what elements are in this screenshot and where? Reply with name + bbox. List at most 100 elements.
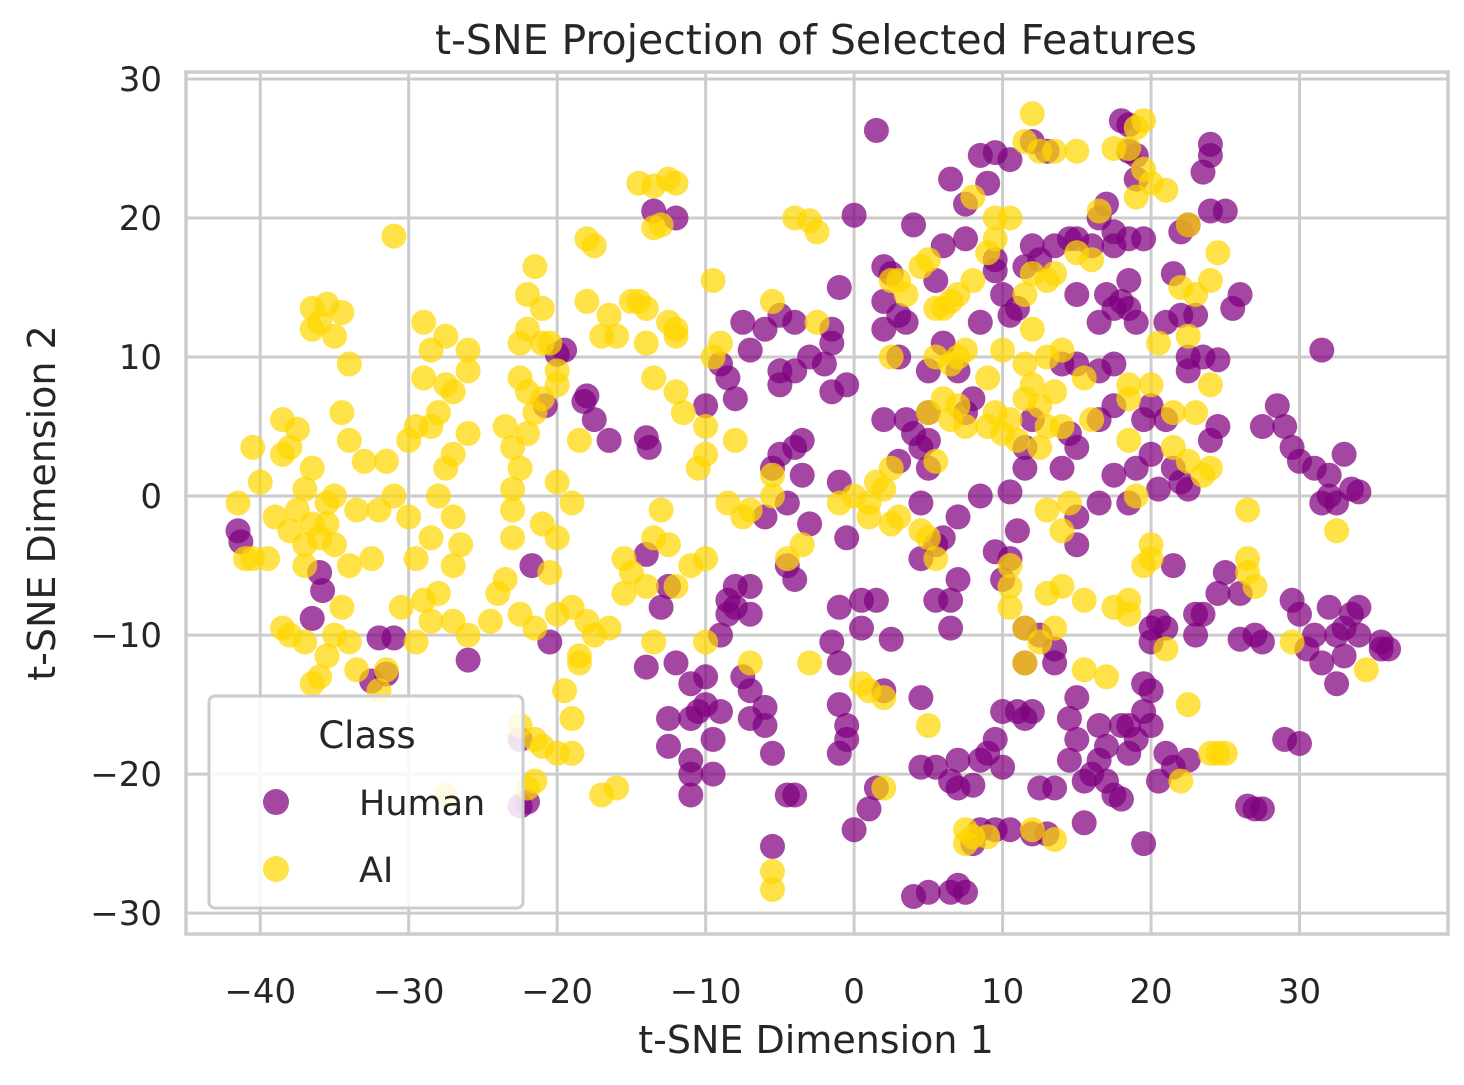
point-human: [1056, 706, 1082, 731]
point-ai: [1042, 827, 1068, 852]
y-axis-ticks: −30 −20 −10 0 10 20 30: [90, 60, 162, 934]
point-human: [938, 615, 964, 641]
point-human: [700, 726, 726, 752]
point-human: [730, 309, 756, 335]
point-human: [834, 525, 860, 551]
point-ai: [730, 504, 756, 530]
legend: Class Human AI: [207, 694, 525, 910]
point-human: [953, 226, 978, 252]
point-ai: [804, 219, 830, 245]
point-human: [938, 166, 964, 192]
point-ai: [1168, 768, 1194, 794]
point-human: [648, 594, 674, 620]
point-human: [878, 626, 904, 652]
plot-frame: [184, 70, 1450, 936]
point-ai: [381, 223, 407, 249]
point-human: [1049, 455, 1075, 481]
point-human: [901, 884, 926, 909]
point-human: [1146, 476, 1171, 502]
point-ai: [433, 372, 459, 398]
point-ai: [878, 344, 904, 370]
point-human: [1153, 309, 1179, 335]
point-ai: [425, 580, 451, 606]
legend-box: [207, 694, 525, 910]
point-human: [1019, 233, 1045, 259]
point-ai: [693, 629, 719, 655]
point-ai: [1079, 407, 1105, 433]
point-human: [693, 664, 719, 690]
point-human: [863, 117, 889, 143]
point-ai: [344, 657, 370, 683]
point-human: [782, 567, 808, 592]
point-human: [1086, 713, 1112, 738]
point-ai: [1094, 664, 1119, 690]
point-ai: [566, 650, 592, 676]
point-human: [908, 490, 934, 516]
point-ai: [329, 300, 355, 325]
point-human: [1205, 580, 1231, 606]
x-tick-label: −30: [373, 972, 445, 1012]
point-human: [1368, 636, 1394, 662]
point-ai: [641, 215, 667, 241]
point-human: [1175, 747, 1201, 773]
point-human: [1138, 678, 1164, 704]
point-human: [938, 587, 964, 613]
point-ai: [1071, 365, 1097, 391]
point-human: [1205, 414, 1231, 439]
point-ai: [566, 427, 592, 453]
point-ai: [1116, 386, 1142, 412]
point-ai: [559, 490, 585, 516]
point-ai: [247, 469, 273, 495]
y-tick-label: −30: [90, 894, 162, 934]
point-human: [737, 573, 763, 599]
point-ai: [789, 532, 815, 558]
point-human: [1131, 407, 1157, 433]
point-human: [1071, 810, 1097, 836]
point-human: [826, 740, 852, 766]
point-ai: [856, 504, 882, 530]
point-ai: [915, 525, 941, 551]
point-human: [1101, 462, 1127, 488]
point-human: [633, 654, 659, 680]
point-ai: [1042, 138, 1068, 164]
point-human: [953, 879, 978, 905]
point-ai: [388, 594, 414, 620]
point-ai: [1205, 240, 1231, 266]
point-ai: [314, 643, 340, 669]
point-ai: [1019, 261, 1045, 287]
point-human: [997, 147, 1023, 173]
legend-label-human: Human: [359, 784, 485, 824]
point-ai: [440, 504, 466, 530]
point-human: [901, 212, 926, 238]
point-ai: [515, 282, 540, 307]
point-ai: [760, 858, 785, 884]
point-ai: [322, 483, 347, 509]
point-ai: [373, 448, 399, 474]
point-ai: [886, 504, 912, 530]
point-ai: [455, 358, 481, 384]
point-human: [1316, 594, 1342, 620]
point-ai: [1042, 615, 1068, 641]
point-ai: [1138, 546, 1164, 572]
point-human: [722, 386, 748, 412]
point-ai: [433, 323, 459, 349]
point-ai: [633, 573, 659, 599]
legend-title: Class: [318, 714, 415, 757]
point-ai: [522, 254, 548, 280]
point-ai: [1056, 490, 1082, 516]
point-human: [1212, 560, 1238, 585]
point-ai: [760, 877, 785, 902]
point-ai: [477, 608, 503, 634]
point-ai: [255, 546, 281, 572]
point-ai: [670, 400, 696, 426]
point-human: [1197, 131, 1223, 157]
point-human: [1190, 159, 1216, 185]
point-ai: [1197, 372, 1223, 398]
point-ai: [737, 650, 763, 676]
point-human: [945, 747, 971, 773]
chart-title: t-SNE Projection of Selected Features: [435, 16, 1197, 64]
point-human: [678, 761, 704, 787]
point-human: [1264, 393, 1290, 419]
point-ai: [381, 483, 407, 509]
